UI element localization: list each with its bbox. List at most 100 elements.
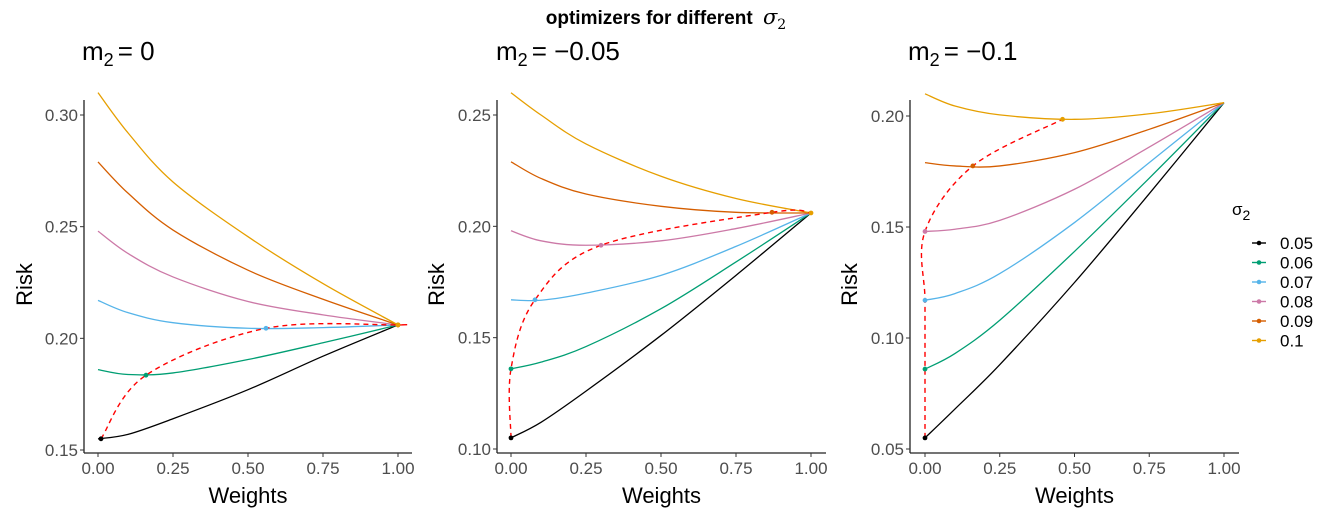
panel-title-value: = −0.05 xyxy=(532,36,620,66)
legend-entry-0.09: 0.09 xyxy=(1252,312,1313,331)
optimizer-point-0.05 xyxy=(98,436,104,442)
panel-title-subscript: 2 xyxy=(518,50,528,70)
optimizer-point-0.09 xyxy=(769,209,775,215)
y-tick-label: 0.15 xyxy=(45,441,78,460)
x-tick-label: 0.50 xyxy=(1058,459,1091,478)
optimizer-point-0.07 xyxy=(263,325,269,331)
legend-key-point xyxy=(1256,299,1262,304)
x-tick-label: 0.75 xyxy=(1133,459,1166,478)
y-tick-label: 0.05 xyxy=(871,440,904,459)
panel-title-prefix: m xyxy=(82,36,104,66)
series-line-0.06 xyxy=(510,212,812,370)
legend-title: σ2 xyxy=(1232,200,1251,223)
y-tick-label: 0.25 xyxy=(458,106,491,125)
series-line-0.1 xyxy=(924,93,1225,120)
x-tick-label: 0.25 xyxy=(156,459,189,478)
panel-2: m2 = −0.05 0.10 0.15 0.20 0.25 0.00 0.25 0.50 0.7… xyxy=(424,36,828,508)
x-tick-label: 0.25 xyxy=(569,459,602,478)
x-tick-label: 1.00 xyxy=(794,459,827,478)
legend-key-point xyxy=(1256,318,1262,324)
series-line-0.05 xyxy=(510,212,812,439)
legend-key-point xyxy=(1256,260,1262,265)
optimizer-path xyxy=(100,322,409,440)
optimizer-point-0.1 xyxy=(808,210,814,216)
y-tick-label: 0.10 xyxy=(871,329,904,348)
legend-entry-0.06: 0.06 xyxy=(1252,254,1313,273)
legend-label: 0.05 xyxy=(1280,234,1313,253)
x-tick-label: 0.25 xyxy=(983,459,1016,478)
x-tick-label: 1.00 xyxy=(1207,459,1240,478)
y-axis-title: Risk xyxy=(12,262,37,306)
series-line-0.09 xyxy=(924,102,1225,168)
optimizer-point-0.07 xyxy=(922,297,928,303)
series-line-0.09 xyxy=(510,161,812,214)
legend-label: 0.06 xyxy=(1280,254,1313,273)
series-line-0.08 xyxy=(97,230,399,326)
legend-key-point xyxy=(1256,338,1262,343)
legend-key-point xyxy=(1256,279,1262,285)
optimizer-path xyxy=(508,209,812,438)
optimizer-point-0.09 xyxy=(970,163,976,169)
legend: σ2 0.050.060.070.080.090.1 xyxy=(1232,200,1313,351)
y-tick-label: 0.15 xyxy=(458,329,491,348)
series-line-0.07 xyxy=(924,102,1225,301)
legend-key-point xyxy=(1256,240,1262,246)
x-tick-label: 0.50 xyxy=(644,459,677,478)
series-line-0.07 xyxy=(510,212,812,302)
panel-title-prefix: m xyxy=(496,36,518,66)
panel-title-subscript: 2 xyxy=(104,50,114,70)
legend-label: 0.09 xyxy=(1280,312,1313,331)
panel-title: m2 = 0 xyxy=(82,36,155,70)
y-axis-title: Risk xyxy=(837,262,862,306)
optimizer-point-0.06 xyxy=(922,366,928,372)
x-tick-label: 0.00 xyxy=(494,459,527,478)
optimizer-point-0.07 xyxy=(532,297,538,303)
x-axis-title: Weights xyxy=(208,483,287,508)
legend-label: 0.08 xyxy=(1280,293,1313,312)
y-tick-label: 0.25 xyxy=(45,218,78,237)
legend-entry-0.1: 0.1 xyxy=(1252,332,1304,351)
y-axis-title: Risk xyxy=(424,262,449,306)
series-line-0.08 xyxy=(510,212,812,246)
legend-entry-0.05: 0.05 xyxy=(1252,234,1313,253)
series-line-0.05 xyxy=(924,102,1225,439)
x-tick-label: 0.75 xyxy=(306,459,339,478)
legend-title-sigma: σ xyxy=(1232,200,1243,219)
y-tick-label: 0.15 xyxy=(871,218,904,237)
x-tick-label: 1.00 xyxy=(381,459,414,478)
series-line-0.07 xyxy=(97,299,399,330)
series-line-0.06 xyxy=(924,102,1225,370)
series-line-0.08 xyxy=(924,102,1225,233)
chart-title-sigma: σ xyxy=(763,5,778,29)
x-tick-label: 0.50 xyxy=(231,459,264,478)
chart-title-subscript: 2 xyxy=(777,17,786,33)
optimizer-path xyxy=(920,118,1063,438)
optimizer-point-0.08 xyxy=(598,242,604,248)
optimizer-point-0.1 xyxy=(395,322,401,328)
legend-entry-0.07: 0.07 xyxy=(1252,273,1313,292)
series-line-0.09 xyxy=(97,161,399,326)
panel-1: m2 = 0 0.15 0.20 0.25 0.30 0.00 0.25 0.50 0.75 1.0… xyxy=(12,36,415,508)
panel-title: m2 = −0.05 xyxy=(496,36,620,70)
panel-title: m2 = −0.1 xyxy=(908,36,1017,70)
legend-entry-0.08: 0.08 xyxy=(1252,293,1313,312)
panel-title-prefix: m xyxy=(908,36,930,66)
y-tick-label: 0.30 xyxy=(45,106,78,125)
optimizer-point-0.05 xyxy=(922,435,928,441)
chart-title: optimizers for different σ2 xyxy=(546,5,786,33)
x-tick-label: 0.00 xyxy=(908,459,941,478)
panel-3: m2 = −0.1 0.05 0.10 0.15 0.20 0.00 0.25 0.50 0.75… xyxy=(837,36,1241,508)
optimizer-point-0.08 xyxy=(922,229,928,234)
y-tick-label: 0.10 xyxy=(458,440,491,459)
optimizer-point-0.05 xyxy=(508,435,514,441)
optimizer-point-0.06 xyxy=(508,366,514,372)
x-axis-title: Weights xyxy=(1035,483,1114,508)
legend-label: 0.07 xyxy=(1280,273,1313,292)
x-tick-label: 0.75 xyxy=(719,459,752,478)
panel-title-value: = 0 xyxy=(118,36,155,66)
optimizer-point-0.1 xyxy=(1060,116,1065,122)
series-line-0.1 xyxy=(510,92,812,214)
series-line-0.05 xyxy=(97,324,399,440)
y-tick-label: 0.20 xyxy=(871,107,904,126)
